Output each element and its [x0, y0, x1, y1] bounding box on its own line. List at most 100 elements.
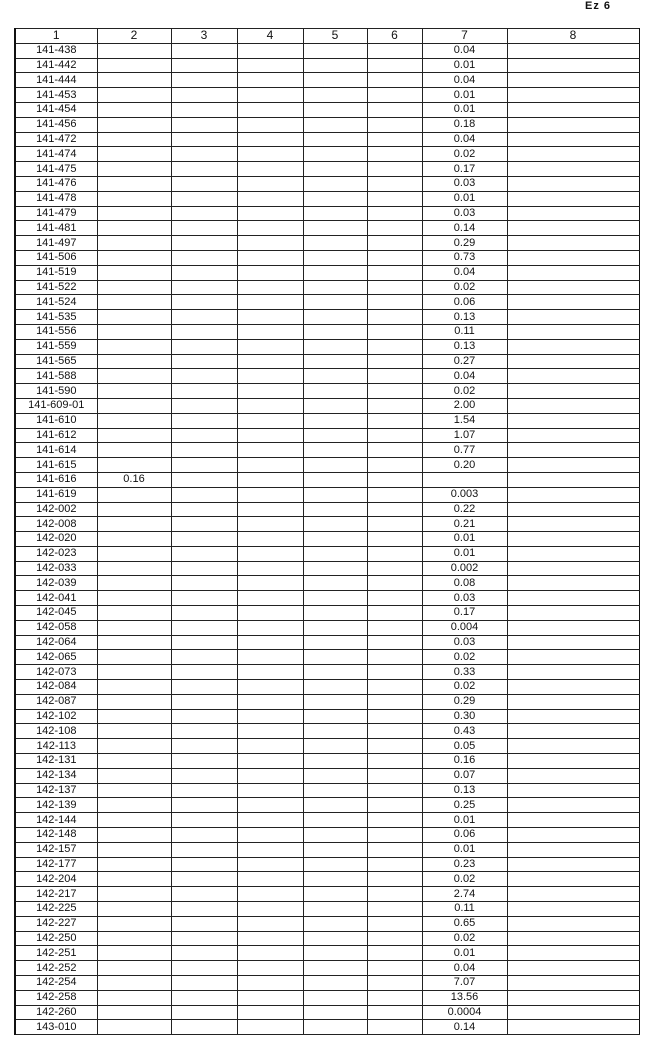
table-row: 141-565 0.27 — [14, 353, 640, 370]
column-header: 4 — [236, 28, 304, 44]
cell-col-1: 142-225 — [14, 901, 98, 917]
cell-col-5 — [302, 338, 368, 355]
table-row: 142-113 0.05 — [14, 738, 640, 755]
cell-col-3 — [170, 605, 238, 621]
cell-col-2 — [96, 175, 172, 192]
cell-col-8 — [506, 590, 640, 607]
cell-col-6 — [366, 338, 423, 355]
cell-col-7: 0.65 — [421, 915, 508, 932]
cell-col-8 — [506, 383, 640, 399]
cell-col-2 — [96, 220, 172, 237]
cell-col-8 — [506, 767, 640, 784]
cell-col-3 — [170, 767, 238, 784]
cell-col-6 — [366, 960, 423, 976]
cell-col-2 — [96, 235, 172, 251]
cell-col-7: 0.27 — [421, 353, 508, 370]
cell-col-4 — [236, 545, 304, 562]
cell-col-6 — [366, 767, 423, 784]
cell-col-1: 141-442 — [14, 57, 98, 74]
cell-col-5 — [302, 560, 368, 577]
cell-col-4 — [236, 664, 304, 681]
cell-col-2 — [96, 353, 172, 370]
cell-col-5 — [302, 797, 368, 814]
cell-col-1: 142-020 — [14, 531, 98, 547]
cell-col-8 — [506, 146, 640, 163]
cell-col-3 — [170, 457, 238, 473]
table-row: 142-108 0.43 — [14, 723, 640, 740]
cell-col-4 — [236, 72, 304, 89]
cell-col-5 — [302, 619, 368, 636]
cell-col-1: 143-010 — [14, 1019, 98, 1036]
table-row: 142-252 0.04 — [14, 960, 640, 976]
cell-col-2 — [96, 501, 172, 518]
cell-col-1: 142-252 — [14, 960, 98, 976]
cell-col-6 — [366, 723, 423, 740]
cell-col-5 — [302, 871, 368, 888]
cell-col-5 — [302, 605, 368, 621]
cell-col-4 — [236, 901, 304, 917]
cell-col-8 — [506, 338, 640, 355]
cell-col-3 — [170, 634, 238, 651]
cell-col-6 — [366, 279, 423, 296]
column-header: 3 — [170, 28, 238, 44]
cell-col-2 — [96, 279, 172, 296]
cell-col-5 — [302, 945, 368, 962]
cell-col-3 — [170, 175, 238, 192]
cell-col-4 — [236, 708, 304, 725]
cell-col-1: 142-254 — [14, 975, 98, 991]
cell-col-4 — [236, 397, 304, 414]
cell-col-5 — [302, 471, 368, 488]
cell-col-5 — [302, 545, 368, 562]
cell-col-4 — [236, 590, 304, 607]
table-row: 141-456 0.18 — [14, 116, 640, 133]
cell-col-2 — [96, 368, 172, 385]
table-row: 142-020 0.01 — [14, 531, 640, 547]
cell-col-7: 1.07 — [421, 427, 508, 444]
column-header: 2 — [96, 28, 172, 44]
cell-col-3 — [170, 1019, 238, 1036]
cell-col-4 — [236, 886, 304, 903]
cell-col-5 — [302, 397, 368, 414]
cell-col-3 — [170, 161, 238, 177]
cell-col-4 — [236, 471, 304, 488]
table-row: 141-610 1.54 — [14, 412, 640, 429]
cell-col-1: 141-481 — [14, 220, 98, 237]
cell-col-2 — [96, 531, 172, 547]
cell-col-4 — [236, 960, 304, 976]
cell-col-5 — [302, 1019, 368, 1036]
cell-col-6 — [366, 545, 423, 562]
cell-col-7: 0.14 — [421, 220, 508, 237]
cell-col-8 — [506, 264, 640, 281]
cell-col-8 — [506, 294, 640, 311]
cell-col-3 — [170, 338, 238, 355]
cell-col-1: 141-476 — [14, 175, 98, 192]
cell-col-4 — [236, 161, 304, 177]
cell-col-6 — [366, 590, 423, 607]
table-row: 143-010 0.14 — [14, 1019, 640, 1036]
cell-col-1: 141-454 — [14, 101, 98, 118]
cell-col-4 — [236, 767, 304, 784]
table-row: 142-137 0.13 — [14, 782, 640, 799]
cell-col-2 — [96, 427, 172, 444]
cell-col-2 — [96, 412, 172, 429]
cell-col-6 — [366, 294, 423, 311]
cell-col-3 — [170, 190, 238, 207]
cell-col-1: 141-619 — [14, 486, 98, 503]
cell-col-5 — [302, 989, 368, 1006]
cell-col-5 — [302, 531, 368, 547]
cell-col-5 — [302, 442, 368, 459]
table-row: 142-073 0.33 — [14, 664, 640, 681]
cell-col-5 — [302, 175, 368, 192]
cell-col-1: 141-478 — [14, 190, 98, 207]
cell-col-4 — [236, 856, 304, 873]
cell-col-6 — [366, 871, 423, 888]
cell-col-5 — [302, 930, 368, 947]
cell-col-2 — [96, 442, 172, 459]
cell-col-3 — [170, 930, 238, 947]
cell-col-1: 142-260 — [14, 1004, 98, 1021]
cell-col-3 — [170, 72, 238, 89]
cell-col-5 — [302, 383, 368, 399]
cell-col-2 — [96, 915, 172, 932]
cell-col-7: 0.01 — [421, 531, 508, 547]
cell-col-1: 142-131 — [14, 753, 98, 769]
